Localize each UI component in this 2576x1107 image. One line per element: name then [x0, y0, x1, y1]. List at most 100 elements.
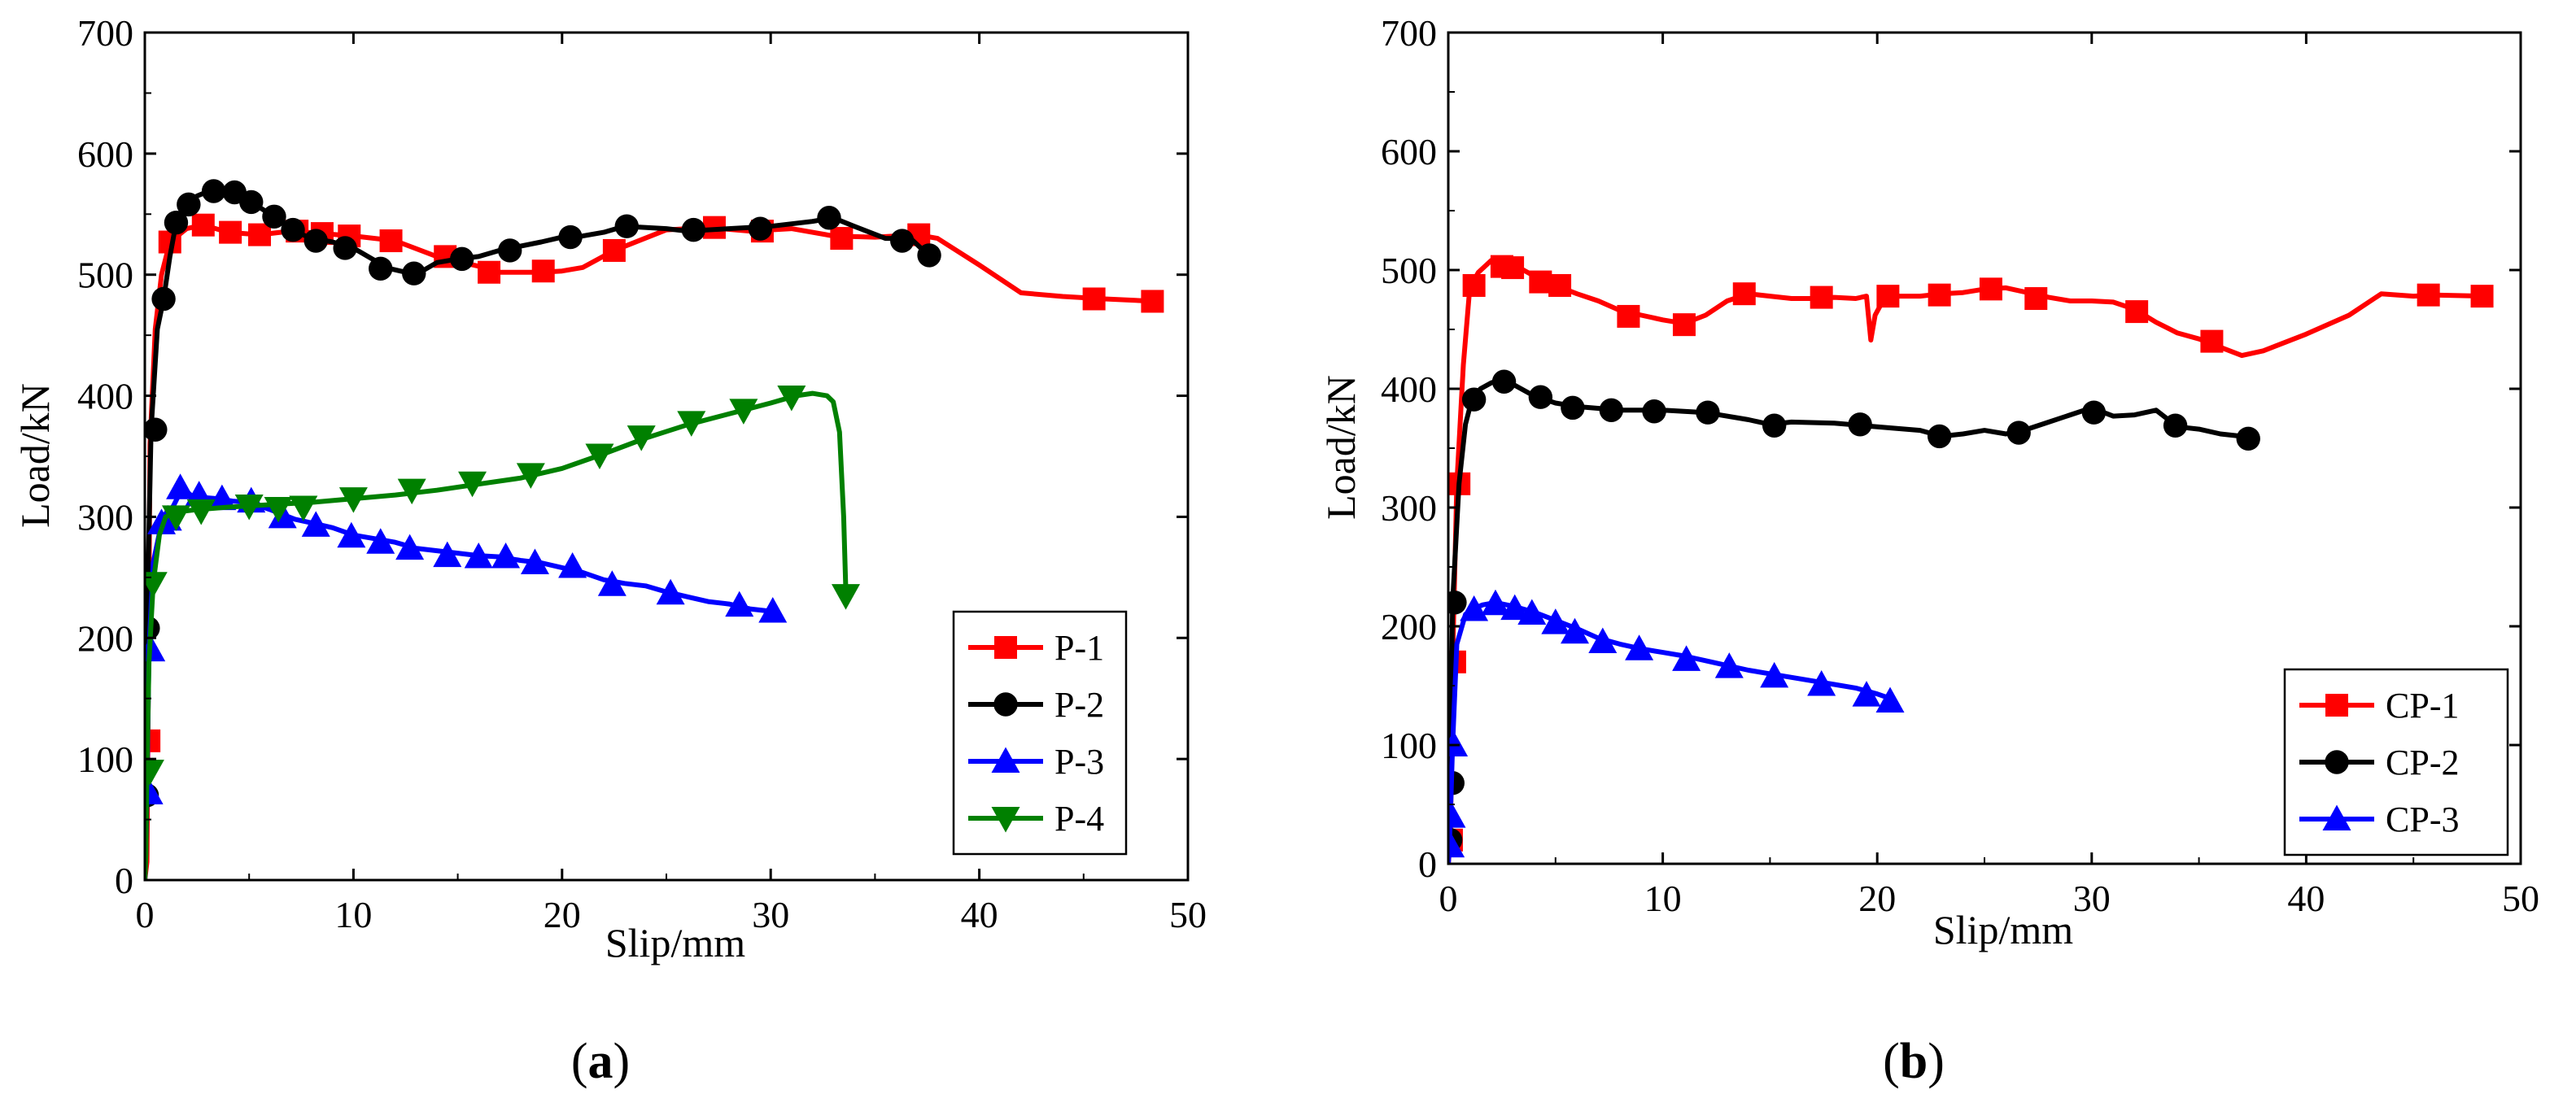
data-point-cp-3-14: [1807, 670, 1836, 696]
x-tick-label: 20: [1858, 878, 1896, 919]
data-point-cp-1-17: [2200, 329, 2224, 353]
data-point-p-1-10: [478, 260, 501, 284]
data-point-cp-2-15: [2163, 413, 2188, 438]
legend: P-1 P-2 P-3 P-4: [952, 610, 1128, 856]
data-point-cp-2-13: [2006, 421, 2031, 445]
data-point-p-4-3: [186, 499, 216, 525]
x-tick-label: 40: [961, 894, 998, 935]
data-point-cp-3-0: [1448, 831, 1465, 858]
data-point-p-4-9: [458, 471, 487, 498]
data-point-cp-1-6: [1529, 270, 1552, 294]
data-point-cp-3-10: [1625, 634, 1654, 660]
data-point-p-2-21: [817, 206, 841, 230]
y-tick-label: 700: [1381, 12, 1437, 54]
data-point-cp-3-6: [1517, 599, 1547, 625]
data-point-p-3-20: [725, 591, 754, 617]
data-point-cp-3-15: [1852, 681, 1881, 707]
data-point-p-2-10: [281, 217, 305, 242]
data-point-p-4-1: [145, 572, 168, 598]
data-point-cp-3-4: [1481, 589, 1510, 616]
data-point-p-4-6: [289, 495, 318, 522]
legend-label-cp-1: CP-1: [2386, 686, 2459, 726]
series-line-cp-3: [1448, 599, 1896, 864]
x-tick-label: 40: [2287, 878, 2325, 919]
data-point-cp-1-18: [2417, 283, 2440, 307]
data-point-cp-3-9: [1588, 627, 1618, 653]
series-line-p-3: [145, 485, 771, 880]
data-point-p-3-21: [758, 597, 788, 623]
y-tick-label: 0: [1418, 843, 1437, 885]
plot-area: [145, 179, 1164, 880]
chart-panel-b: 0 10 20 30 40 500100200300400500600700Slip/mm…: [1318, 12, 2539, 1089]
data-point-p-1-4: [248, 223, 272, 246]
data-point-p-3-6: [207, 484, 237, 511]
x-tick-label: 10: [334, 894, 372, 935]
data-point-cp-1-11: [1810, 285, 1833, 309]
legend-marker-cp-1: [2325, 694, 2348, 717]
data-point-p-2-19: [681, 217, 706, 242]
data-point-cp-2-2: [1448, 591, 1467, 615]
data-point-p-4-13: [677, 411, 706, 437]
data-point-p-3-11: [366, 528, 395, 554]
y-tick-label: 400: [77, 376, 133, 417]
panel-label: (a): [571, 1034, 630, 1089]
y-tick-label: 400: [1381, 368, 1437, 410]
x-tick-label: 50: [1169, 894, 1207, 935]
data-point-cp-3-12: [1714, 652, 1744, 678]
data-point-p-3-16: [520, 548, 549, 574]
data-point-p-2-11: [303, 229, 328, 253]
data-point-p-1-18: [1141, 290, 1164, 313]
data-point-cp-2-8: [1642, 399, 1666, 424]
series-line-cp-2: [1448, 377, 2242, 864]
data-point-cp-2-7: [1599, 398, 1624, 422]
y-tick-label: 200: [1381, 606, 1437, 647]
data-point-p-4-12: [627, 425, 656, 451]
y-tick-label: 700: [77, 12, 133, 54]
data-point-cp-3-8: [1561, 617, 1590, 644]
data-point-p-2-9: [262, 204, 286, 229]
data-point-cp-3-5: [1500, 594, 1530, 621]
data-point-p-2-5: [177, 192, 201, 217]
data-point-p-1-12: [602, 238, 626, 262]
data-point-p-3-8: [268, 502, 297, 529]
data-point-cp-1-16: [2125, 300, 2149, 324]
panel-label: (b): [1883, 1034, 1945, 1089]
x-tick-label: 0: [136, 894, 155, 935]
y-tick-label: 0: [115, 860, 133, 901]
data-point-p-3-19: [656, 578, 685, 605]
legend-label-p-4: P-4: [1054, 799, 1104, 839]
y-tick-label: 600: [77, 133, 133, 175]
data-point-cp-2-9: [1696, 400, 1720, 425]
data-point-p-1-8: [379, 229, 403, 253]
data-point-p-3-14: [464, 543, 493, 569]
data-point-p-3-9: [301, 511, 330, 537]
data-point-p-3-18: [597, 570, 627, 596]
data-point-p-4-8: [397, 478, 426, 505]
data-point-cp-1-9: [1672, 313, 1696, 337]
data-point-p-4-10: [516, 463, 545, 489]
data-point-p-2-16: [498, 238, 522, 263]
legend-marker-p-4: [991, 807, 1020, 833]
data-point-cp-3-2: [1448, 730, 1469, 756]
data-point-p-2-13: [369, 256, 393, 281]
data-point-p-4-15: [777, 386, 806, 412]
data-point-p-3-12: [395, 534, 425, 560]
legend-label-cp-2: CP-2: [2386, 743, 2459, 782]
x-tick-label: 10: [1644, 878, 1682, 919]
x-tick-label: 30: [2073, 878, 2111, 919]
data-point-p-1-17: [1082, 287, 1106, 311]
series-line-p-4: [145, 390, 849, 880]
data-point-p-3-4: [166, 473, 195, 499]
data-point-cp-2-16: [2236, 426, 2260, 451]
data-point-cp-1-13: [1928, 283, 1951, 307]
y-tick-label: 500: [77, 255, 133, 296]
data-point-p-4-14: [729, 399, 758, 425]
x-axis-label: Slip/mm: [1933, 907, 2073, 952]
data-point-p-2-20: [748, 216, 773, 241]
data-point-p-2-12: [333, 236, 357, 260]
data-point-p-4-16: [832, 584, 861, 610]
data-point-cp-1-3: [1462, 273, 1486, 297]
data-point-p-2-2: [145, 417, 168, 442]
legend-box: [952, 610, 1128, 856]
